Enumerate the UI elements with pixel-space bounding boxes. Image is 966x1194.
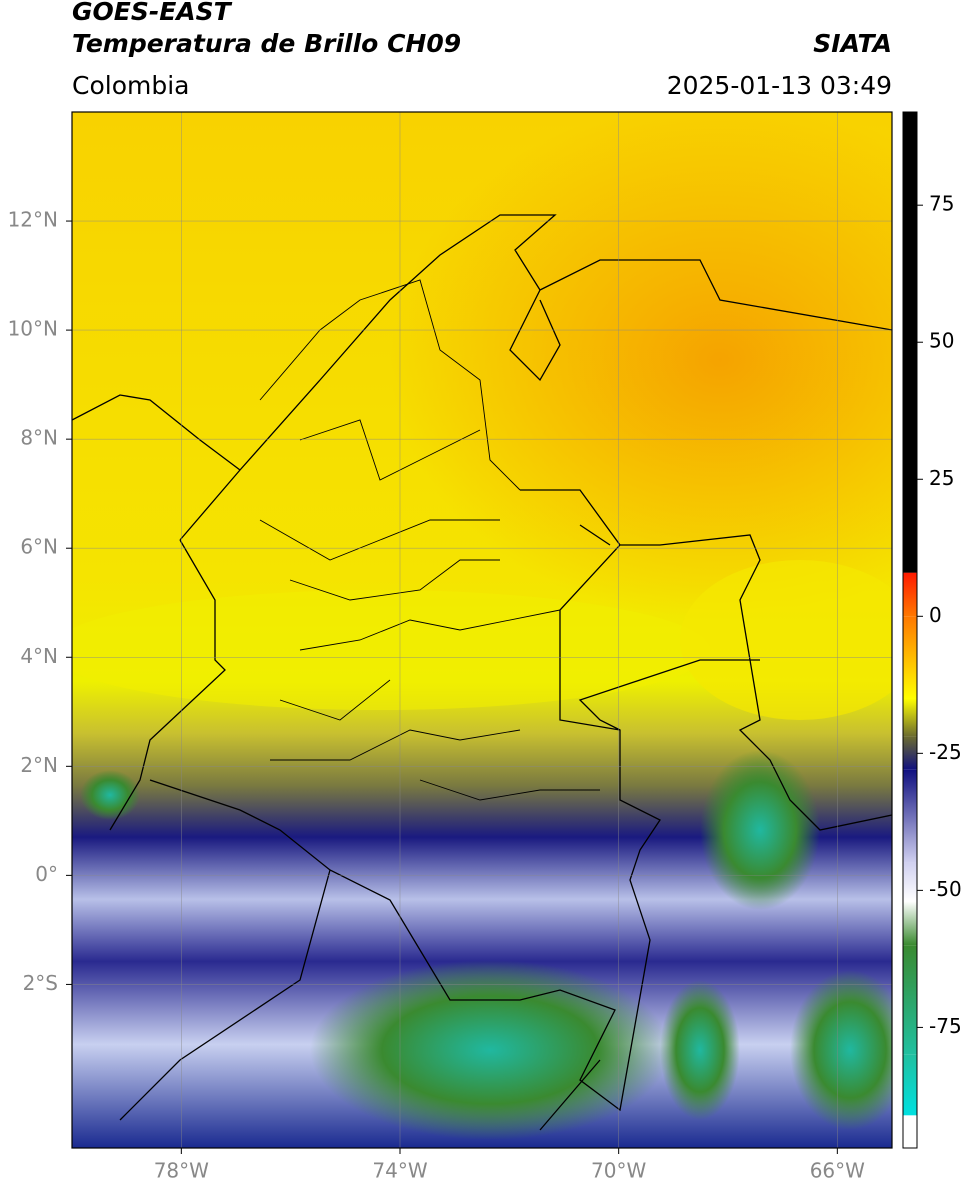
colorbar-segment (903, 901, 917, 946)
colorbar-segment (903, 945, 917, 1055)
warm-area (390, 112, 892, 620)
x-tick-label: 78°W (154, 1159, 209, 1183)
colorbar-tick-label: -50 (929, 877, 962, 901)
colorbar-tick-label: 75 (929, 192, 954, 216)
x-tick-label: 74°W (372, 1159, 427, 1183)
colorbar-tick-label: 25 (929, 466, 954, 490)
colorbar-segment (903, 1115, 917, 1116)
colorbar-segment (903, 1054, 917, 1116)
y-tick-label: 2°S (23, 971, 58, 995)
colorbar-segment (903, 616, 917, 699)
colorbar-segment (903, 112, 917, 573)
datetime: 2025-01-13 03:49 (667, 71, 892, 100)
colorbar-tick-label: -25 (929, 740, 962, 764)
colorbar-segment (903, 736, 917, 770)
y-tick-label: 2°N (20, 753, 58, 777)
colorbar-tick-label: -75 (929, 1014, 962, 1038)
y-tick-label: 10°N (8, 317, 58, 341)
colorbar-frame (902, 111, 918, 1149)
colorbar-segment (903, 769, 917, 863)
x-tick-label: 70°W (591, 1159, 646, 1183)
warm-area (680, 560, 892, 720)
department-borders (259, 279, 600, 801)
subtitle: Temperatura de Brillo CH09 (72, 29, 461, 58)
country-borders (72, 214, 892, 1131)
y-tick-label: 12°N (8, 208, 58, 232)
cold-cloud (660, 980, 740, 1120)
source: SIATA (813, 29, 892, 58)
y-tick-label: 8°N (20, 426, 58, 450)
colorbar-tick-label: 0 (929, 603, 942, 627)
y-tick-label: 0° (35, 862, 58, 886)
cold-cloud (80, 770, 140, 820)
cold-cloud (700, 750, 820, 910)
map-frame (71, 111, 893, 1149)
region: Colombia (72, 71, 189, 100)
colorbar-segment (903, 862, 917, 902)
colorbar-segment (903, 572, 917, 573)
colorbar-segment (903, 1115, 917, 1148)
colorbar-tick-label: 50 (929, 329, 954, 353)
colorbar-segment (903, 698, 917, 737)
y-tick-label: 4°N (20, 644, 58, 668)
y-tick-label: 6°N (20, 535, 58, 559)
cold-cloud (310, 960, 670, 1140)
colorbar-segment (903, 572, 917, 617)
warm-area (72, 590, 710, 710)
title: GOES-EAST (72, 0, 233, 26)
cold-cloud (790, 970, 892, 1130)
x-tick-label: 66°W (810, 1159, 865, 1183)
satellite-image (72, 112, 892, 1148)
